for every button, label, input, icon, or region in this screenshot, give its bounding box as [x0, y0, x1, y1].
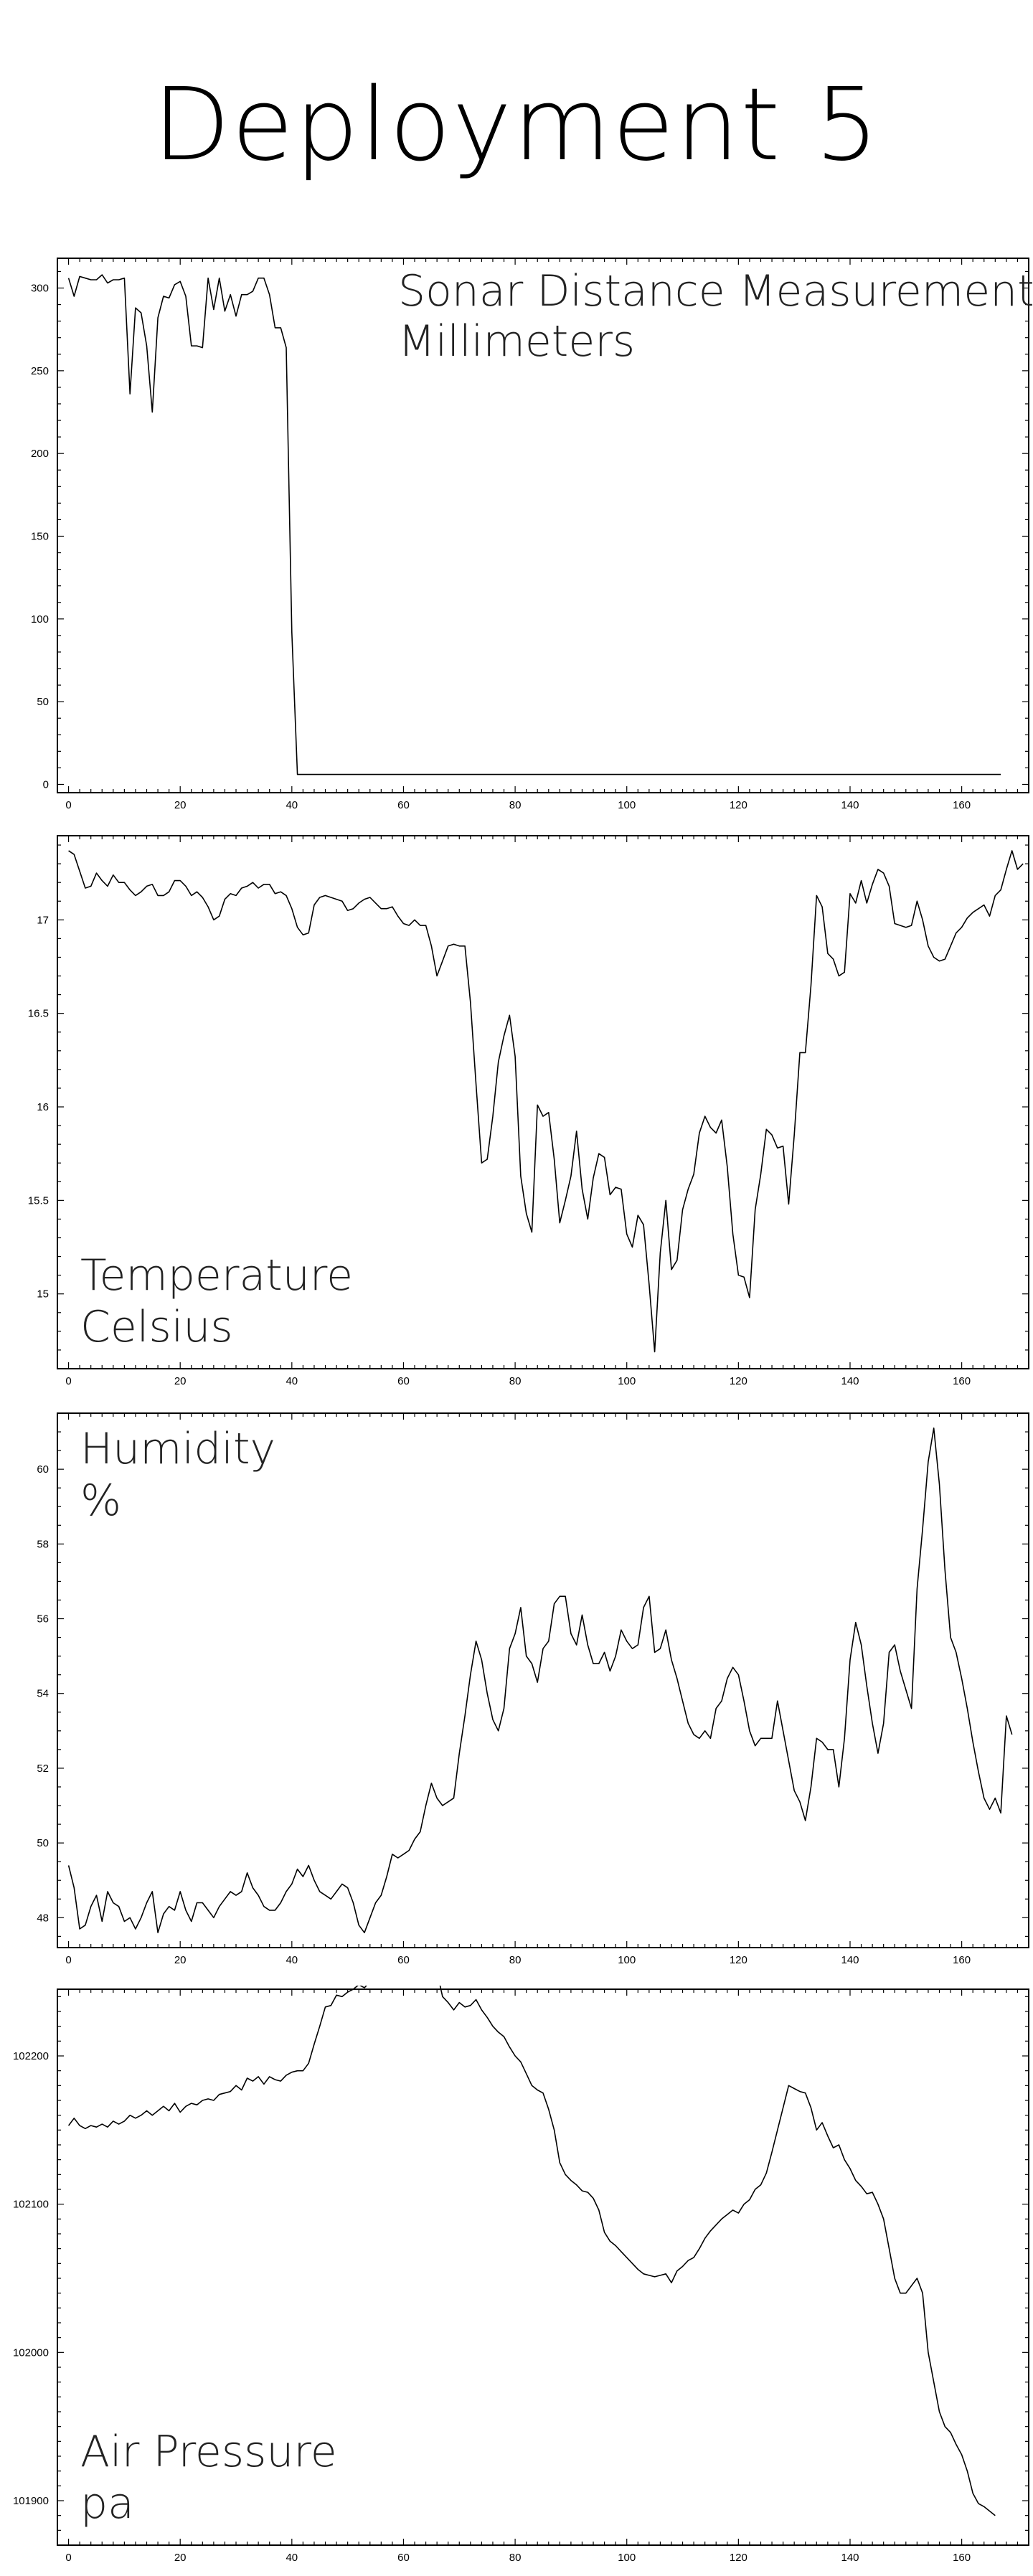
x-tick-label: 120	[730, 799, 747, 811]
chart-svg: 0 20 40 60 80 100 120 140 160 0 50 100 150 200 250 300 S…	[31, 258, 1033, 811]
chart-unit: pa	[80, 2478, 134, 2529]
chart-title: Sonar Distance Measurements	[398, 266, 1033, 316]
y-tick-label: 250	[31, 365, 49, 377]
chart-title: Temperature	[80, 1250, 353, 1301]
air-pressure-chart: 0 20 40 60 80 100 120 140 160 101900 102000 102100 1…	[0, 1986, 1033, 2567]
series-line	[67, 1427, 1013, 1934]
y-tick-label: 200	[31, 448, 49, 460]
chart-title: Air Pressure	[80, 2427, 337, 2477]
chart-title: Humidity	[80, 1424, 275, 1474]
x-tick-label: 40	[286, 1375, 298, 1387]
y-tick-label: 48	[37, 1912, 49, 1924]
x-tick-label: 100	[618, 1954, 636, 1966]
y-tick-label: 60	[37, 1463, 49, 1476]
y-tick-label: 50	[37, 1837, 49, 1849]
plot-frame	[57, 1412, 1029, 1948]
chart-unit: Millimeters	[398, 316, 635, 367]
y-tick-label: 150	[31, 530, 49, 542]
x-tick-label: 120	[730, 2552, 747, 2564]
chart-svg: 0 20 40 60 80 100 120 140 160 48 50 52 54 56 58 60 Humid…	[37, 1412, 1029, 1966]
x-tick-label: 80	[509, 799, 522, 811]
x-tick-label: 140	[841, 799, 859, 811]
y-tick-label: 102200	[13, 2050, 49, 2062]
x-tick-label: 60	[397, 799, 410, 811]
page-title: Deployment 5	[153, 67, 880, 184]
x-tick-label: 0	[65, 1375, 71, 1387]
x-tick-label: 0	[65, 1954, 71, 1966]
x-tick-label: 140	[841, 1375, 859, 1387]
plot-frame	[57, 258, 1029, 793]
x-tick-label: 160	[953, 2552, 971, 2564]
x-tick-label: 100	[618, 1375, 636, 1387]
x-tick-label: 120	[730, 1954, 747, 1966]
x-tick-label: 80	[509, 1375, 522, 1387]
x-tick-label: 160	[953, 799, 971, 811]
temperature-chart: 0 20 40 60 80 100 120 140 160 15 15.5 16 16.5 17 Tempe…	[0, 832, 1033, 1390]
x-tick-label: 40	[286, 799, 298, 811]
plot-frame	[57, 1988, 1029, 2546]
x-tick-label: 20	[174, 2552, 187, 2564]
x-tick-label: 60	[397, 1954, 410, 1966]
humidity-chart: 0 20 40 60 80 100 120 140 160 48 50 52 54 56 58 60 Humid…	[0, 1410, 1033, 1969]
plot-frame	[57, 835, 1029, 1369]
y-tick-label: 100	[31, 613, 49, 626]
x-tick-label: 160	[953, 1954, 971, 1966]
x-tick-label: 100	[618, 2552, 636, 2564]
sonar-distance-chart: 0 20 40 60 80 100 120 140 160 0 50 100 150 200 250 300 S…	[0, 255, 1033, 814]
y-tick-label: 101900	[13, 2495, 49, 2507]
series-line	[67, 274, 1001, 775]
series-line	[68, 850, 1024, 1353]
x-tick-label: 100	[618, 799, 636, 811]
x-tick-label: 0	[65, 799, 71, 811]
y-tick-label: 52	[37, 1763, 49, 1775]
y-tick-label: 58	[37, 1538, 49, 1550]
y-tick-label: 0	[43, 778, 49, 791]
y-tick-label: 102100	[13, 2199, 49, 2211]
y-tick-label: 16	[37, 1101, 49, 1113]
x-tick-label: 80	[509, 1954, 522, 1966]
y-tick-label: 15.5	[28, 1194, 49, 1207]
x-tick-label: 160	[953, 1375, 971, 1387]
x-tick-label: 80	[509, 2552, 522, 2564]
y-tick-label: 16.5	[28, 1008, 49, 1020]
y-tick-label: 300	[31, 283, 49, 295]
y-tick-label: 54	[37, 1688, 49, 1700]
x-tick-label: 20	[174, 1375, 187, 1387]
chart-svg: 0 20 40 60 80 100 120 140 160 15 15.5 16 16.5 17 Tempe…	[28, 835, 1029, 1387]
x-tick-label: 60	[397, 1375, 410, 1387]
x-tick-label: 60	[397, 2552, 410, 2564]
x-tick-label: 40	[286, 1954, 298, 1966]
x-tick-label: 120	[730, 1375, 747, 1387]
x-tick-label: 140	[841, 1954, 859, 1966]
x-tick-label: 20	[174, 799, 187, 811]
x-tick-label: 140	[841, 2552, 859, 2564]
y-tick-label: 56	[37, 1613, 49, 1626]
chart-unit: %	[80, 1476, 121, 1526]
x-tick-label: 40	[286, 2552, 298, 2564]
x-tick-label: 20	[174, 1954, 187, 1966]
chart-svg: 0 20 40 60 80 100 120 140 160 101900 102000 102100 1…	[13, 1986, 1029, 2564]
y-tick-label: 50	[37, 696, 49, 708]
y-tick-label: 102000	[13, 2346, 49, 2359]
series-line	[67, 1986, 996, 2516]
y-tick-label: 15	[37, 1288, 49, 1301]
chart-unit: Celsius	[80, 1302, 233, 1352]
x-tick-label: 0	[65, 2552, 71, 2564]
y-tick-label: 17	[37, 914, 49, 926]
